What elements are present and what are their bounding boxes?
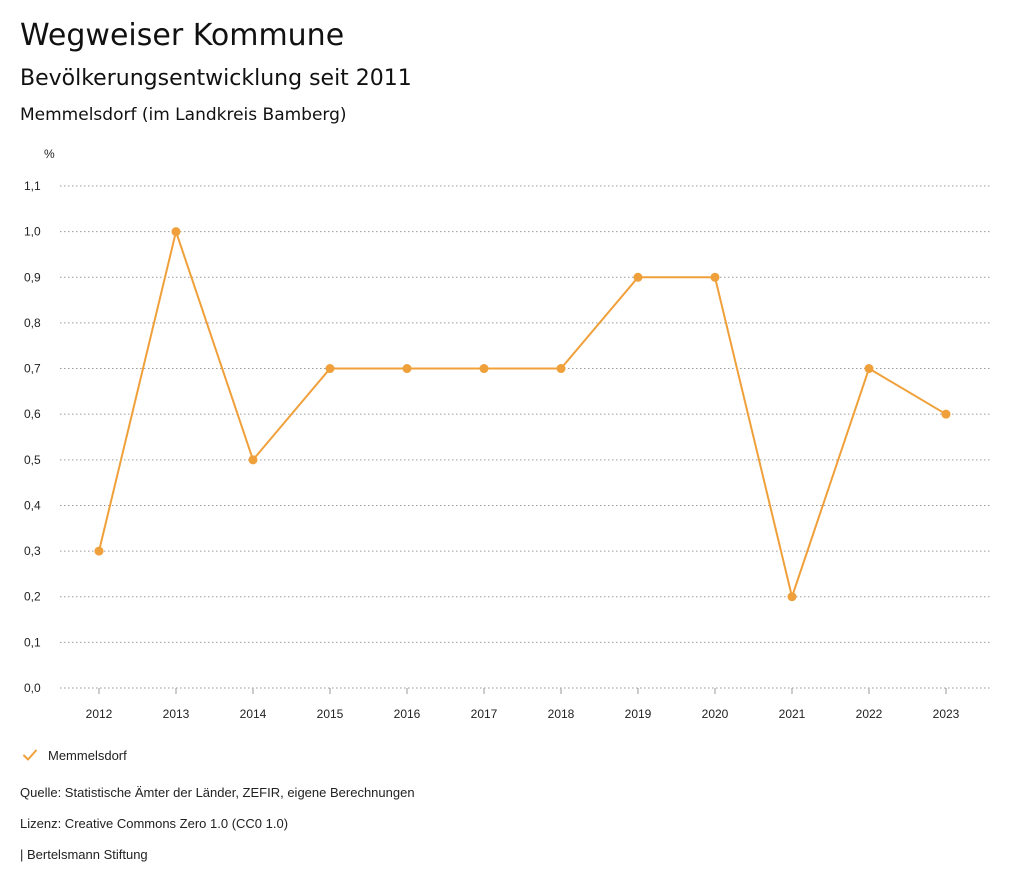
data-point[interactable] [248, 455, 258, 465]
x-tick-label: 2018 [548, 707, 575, 721]
page-subtitle: Bevölkerungsentwicklung seit 2011 [20, 66, 412, 91]
series-layer [94, 227, 951, 602]
license-note: Lizenz: Creative Commons Zero 1.0 (CC0 1… [20, 816, 289, 831]
x-tick-label: 2016 [394, 707, 421, 721]
data-point[interactable] [941, 409, 951, 419]
y-tick-label: 0,8 [24, 316, 41, 330]
x-tick-label: 2015 [317, 707, 344, 721]
data-point[interactable] [479, 364, 489, 374]
region-name: Memmelsdorf (im Landkreis Bamberg) [20, 105, 347, 125]
y-tick-label: 1,0 [24, 225, 41, 239]
x-tick-label: 2012 [86, 707, 113, 721]
y-tick-label: 1,1 [24, 179, 41, 193]
data-point[interactable] [710, 272, 720, 282]
x-tick-label: 2022 [856, 707, 883, 721]
x-tick-label: 2023 [933, 707, 960, 721]
data-point[interactable] [94, 546, 104, 556]
y-tick-label: 0,1 [24, 635, 41, 649]
y-tick-label: 0,0 [24, 681, 41, 695]
data-point[interactable] [633, 272, 643, 282]
x-tick-label: 2013 [163, 707, 190, 721]
x-tick-label: 2019 [625, 707, 652, 721]
data-point[interactable] [864, 364, 874, 374]
x-tick-label: 2017 [471, 707, 498, 721]
grid-lines [60, 185, 990, 689]
y-axis-unit: % [44, 147, 55, 161]
data-point[interactable] [787, 592, 797, 602]
legend[interactable]: Memmelsdorf [22, 745, 127, 765]
y-tick-label: 0,7 [24, 362, 41, 376]
data-point[interactable] [325, 364, 335, 374]
source-note: Quelle: Statistische Ämter der Länder, Z… [20, 785, 415, 800]
page-title: Wegweiser Kommune [20, 18, 345, 53]
data-point[interactable] [402, 364, 412, 374]
y-tick-label: 0,3 [24, 544, 41, 558]
x-tick-label: 2021 [779, 707, 806, 721]
publisher-note: | Bertelsmann Stiftung [20, 847, 148, 862]
legend-label: Memmelsdorf [48, 747, 127, 763]
data-point[interactable] [171, 227, 181, 237]
y-tick-label: 0,5 [24, 453, 41, 467]
axes: % 0,0 0,1 0,2 0,3 0,4 0,5 0,6 0,7 0,8 0,9 1,0 1,1 201… [24, 147, 960, 721]
y-tick-label: 0,6 [24, 407, 41, 421]
check-icon [23, 749, 37, 761]
y-tick-label: 0,2 [24, 590, 41, 604]
x-tick-label: 2014 [240, 707, 267, 721]
y-tick-label: 0,4 [24, 498, 41, 512]
series-line [98, 228, 947, 601]
data-point[interactable] [556, 364, 566, 374]
line-chart: % 0,0 0,1 0,2 0,3 0,4 0,5 0,6 0,7 0,8 0,9 1,0 1,1 201… [24, 147, 990, 721]
x-tick-label: 2020 [702, 707, 729, 721]
y-tick-label: 0,9 [24, 270, 41, 284]
